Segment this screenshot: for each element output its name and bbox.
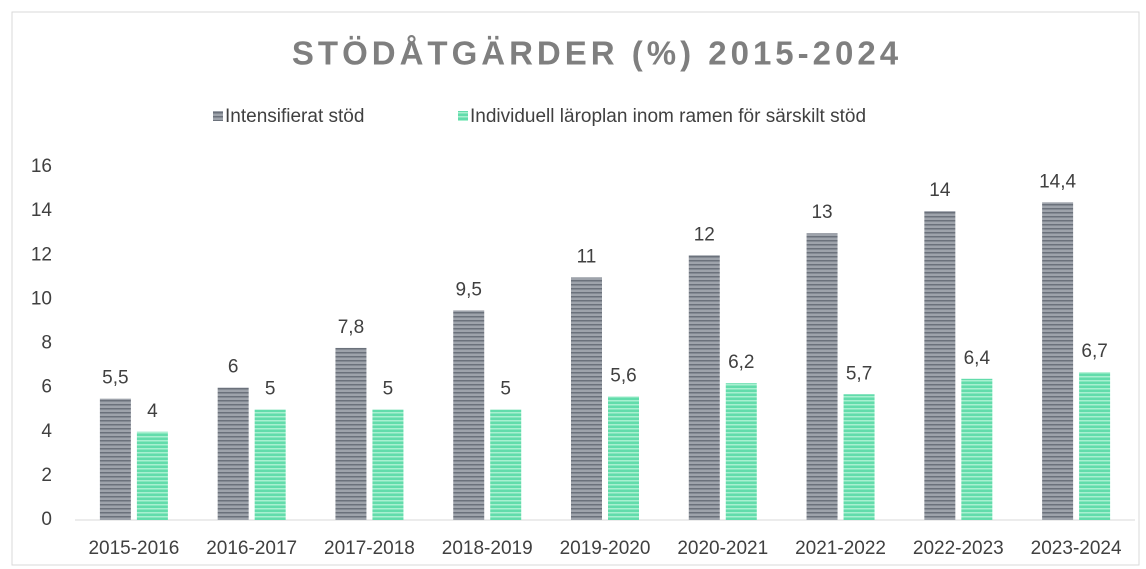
bar xyxy=(688,255,720,520)
x-tick-label: 2018-2019 xyxy=(442,538,533,559)
legend-label: Individuell läroplan inom ramen för särs… xyxy=(470,106,866,127)
legend-swatch xyxy=(213,111,223,121)
bar xyxy=(254,409,286,520)
bar xyxy=(490,409,522,520)
bar xyxy=(571,277,602,520)
data-label: 6,4 xyxy=(964,348,991,369)
bar xyxy=(453,310,485,520)
bar xyxy=(99,398,131,520)
bar xyxy=(1079,372,1111,520)
bar xyxy=(608,396,639,520)
x-tick-label: 2017-2018 xyxy=(324,538,415,559)
legend-label: Intensifierat stöd xyxy=(225,106,364,127)
bar xyxy=(136,431,168,520)
bar xyxy=(372,409,404,520)
y-tick-label: 2 xyxy=(41,465,52,486)
data-label: 12 xyxy=(694,224,715,245)
data-label: 5,7 xyxy=(846,363,872,384)
data-label: 5 xyxy=(383,379,394,400)
x-tick-label: 2019-2020 xyxy=(560,538,651,559)
bar xyxy=(924,211,956,520)
data-label: 6,2 xyxy=(728,352,754,373)
legend-swatch xyxy=(458,111,468,121)
y-tick-label: 8 xyxy=(41,333,52,354)
x-tick-label: 2023-2024 xyxy=(1031,538,1122,559)
data-label: 5 xyxy=(500,379,511,400)
data-label: 14 xyxy=(929,180,951,201)
y-tick-label: 0 xyxy=(41,509,52,530)
bar xyxy=(843,394,875,520)
data-label: 6,7 xyxy=(1081,341,1107,362)
bar xyxy=(961,378,993,520)
data-label: 5,6 xyxy=(610,365,636,386)
y-tick-label: 10 xyxy=(31,288,52,309)
data-label: 6 xyxy=(228,357,239,378)
x-tick-label: 2020-2021 xyxy=(677,538,768,559)
bar xyxy=(725,383,757,520)
bar xyxy=(217,387,249,520)
data-label: 5,5 xyxy=(102,368,128,389)
data-label: 13 xyxy=(811,202,832,223)
x-tick-label: 2015-2016 xyxy=(88,538,179,559)
x-tick-label: 2022-2023 xyxy=(913,538,1004,559)
data-label: 11 xyxy=(577,246,597,267)
bar xyxy=(1042,202,1074,521)
data-label: 4 xyxy=(147,401,158,422)
data-label: 7,8 xyxy=(338,317,364,338)
y-tick-label: 14 xyxy=(31,200,53,221)
data-label: 14,4 xyxy=(1039,171,1076,192)
x-tick-label: 2016-2017 xyxy=(206,538,297,559)
bar xyxy=(335,347,367,520)
data-label: 9,5 xyxy=(456,279,482,300)
y-tick-label: 12 xyxy=(31,244,52,265)
x-tick-label: 2021-2022 xyxy=(795,538,886,559)
bar xyxy=(806,233,838,520)
y-tick-label: 16 xyxy=(31,156,52,177)
y-tick-label: 6 xyxy=(41,377,52,398)
y-tick-label: 4 xyxy=(41,421,52,442)
chart-title: STÖDÅTGÄRDER (%) 2015-2024 xyxy=(292,35,902,72)
data-label: 5 xyxy=(265,379,276,400)
